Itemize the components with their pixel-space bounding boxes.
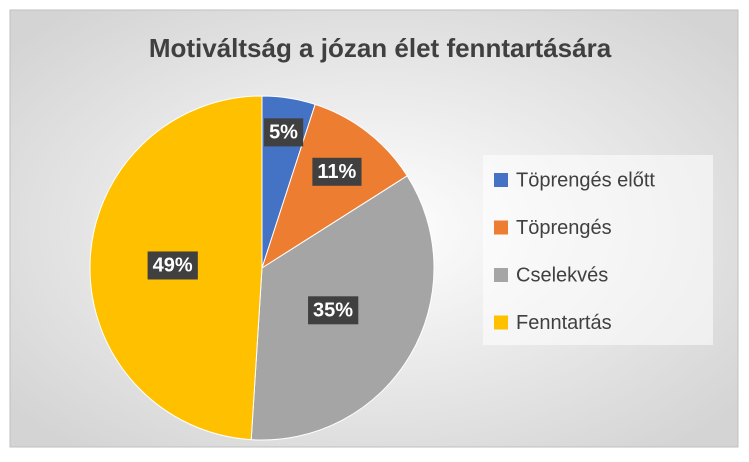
legend-swatch bbox=[494, 268, 508, 282]
data-label: 11% bbox=[317, 161, 356, 183]
pie-slice bbox=[261, 103, 408, 270]
legend-label: Fenntartás bbox=[516, 312, 612, 334]
legend-label: Töprengés előtt bbox=[516, 169, 655, 191]
legend-label: Cselekvés bbox=[516, 264, 608, 286]
data-label-box bbox=[147, 251, 198, 280]
legend-box bbox=[483, 155, 713, 345]
data-label: 35% bbox=[313, 299, 353, 321]
data-label-box bbox=[264, 118, 304, 147]
data-label-box bbox=[312, 157, 362, 186]
data-label: 5% bbox=[269, 121, 298, 143]
legend-swatch bbox=[494, 173, 508, 187]
legend-swatch bbox=[494, 220, 508, 235]
legend-label: Töprengés bbox=[516, 217, 612, 239]
data-label: 49% bbox=[153, 254, 193, 276]
chart-title: Motiváltság a józan élet fenntartására bbox=[149, 33, 612, 63]
data-label-box bbox=[308, 296, 359, 325]
legend-swatch bbox=[494, 315, 508, 330]
